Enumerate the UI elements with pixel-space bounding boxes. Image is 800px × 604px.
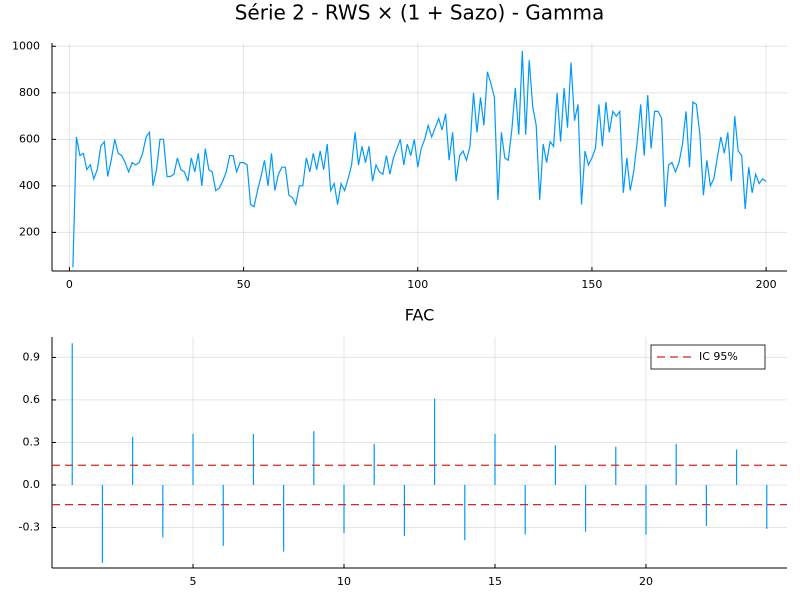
y-tick-label: 400 <box>19 179 40 192</box>
y-tick-label: 0.6 <box>23 393 41 406</box>
x-tick-label: 15 <box>488 575 502 588</box>
x-tick-label: 150 <box>581 278 602 291</box>
y-tick-label: 600 <box>19 132 40 145</box>
y-tick-label: 0.3 <box>23 435 41 448</box>
x-tick-label: 200 <box>756 278 777 291</box>
x-tick-label: 50 <box>237 278 251 291</box>
y-tick-label: -0.3 <box>19 520 40 533</box>
legend-label: IC 95% <box>699 350 738 363</box>
chart-title: FAC <box>405 306 435 325</box>
y-tick-label: 1000 <box>12 39 40 52</box>
y-tick-label: 0.0 <box>23 478 41 491</box>
y-tick-label: 0.9 <box>23 350 41 363</box>
x-tick-label: 20 <box>639 575 653 588</box>
y-tick-label: 200 <box>19 225 40 238</box>
x-tick-label: 10 <box>337 575 351 588</box>
x-tick-label: 0 <box>66 278 73 291</box>
line <box>72 50 767 268</box>
x-tick-label: 100 <box>407 278 428 291</box>
chart-title: Série 2 - RWS × (1 + Sazo) - Gamma <box>235 1 605 25</box>
y-tick-label: 800 <box>19 86 40 99</box>
x-tick-label: 5 <box>190 575 197 588</box>
